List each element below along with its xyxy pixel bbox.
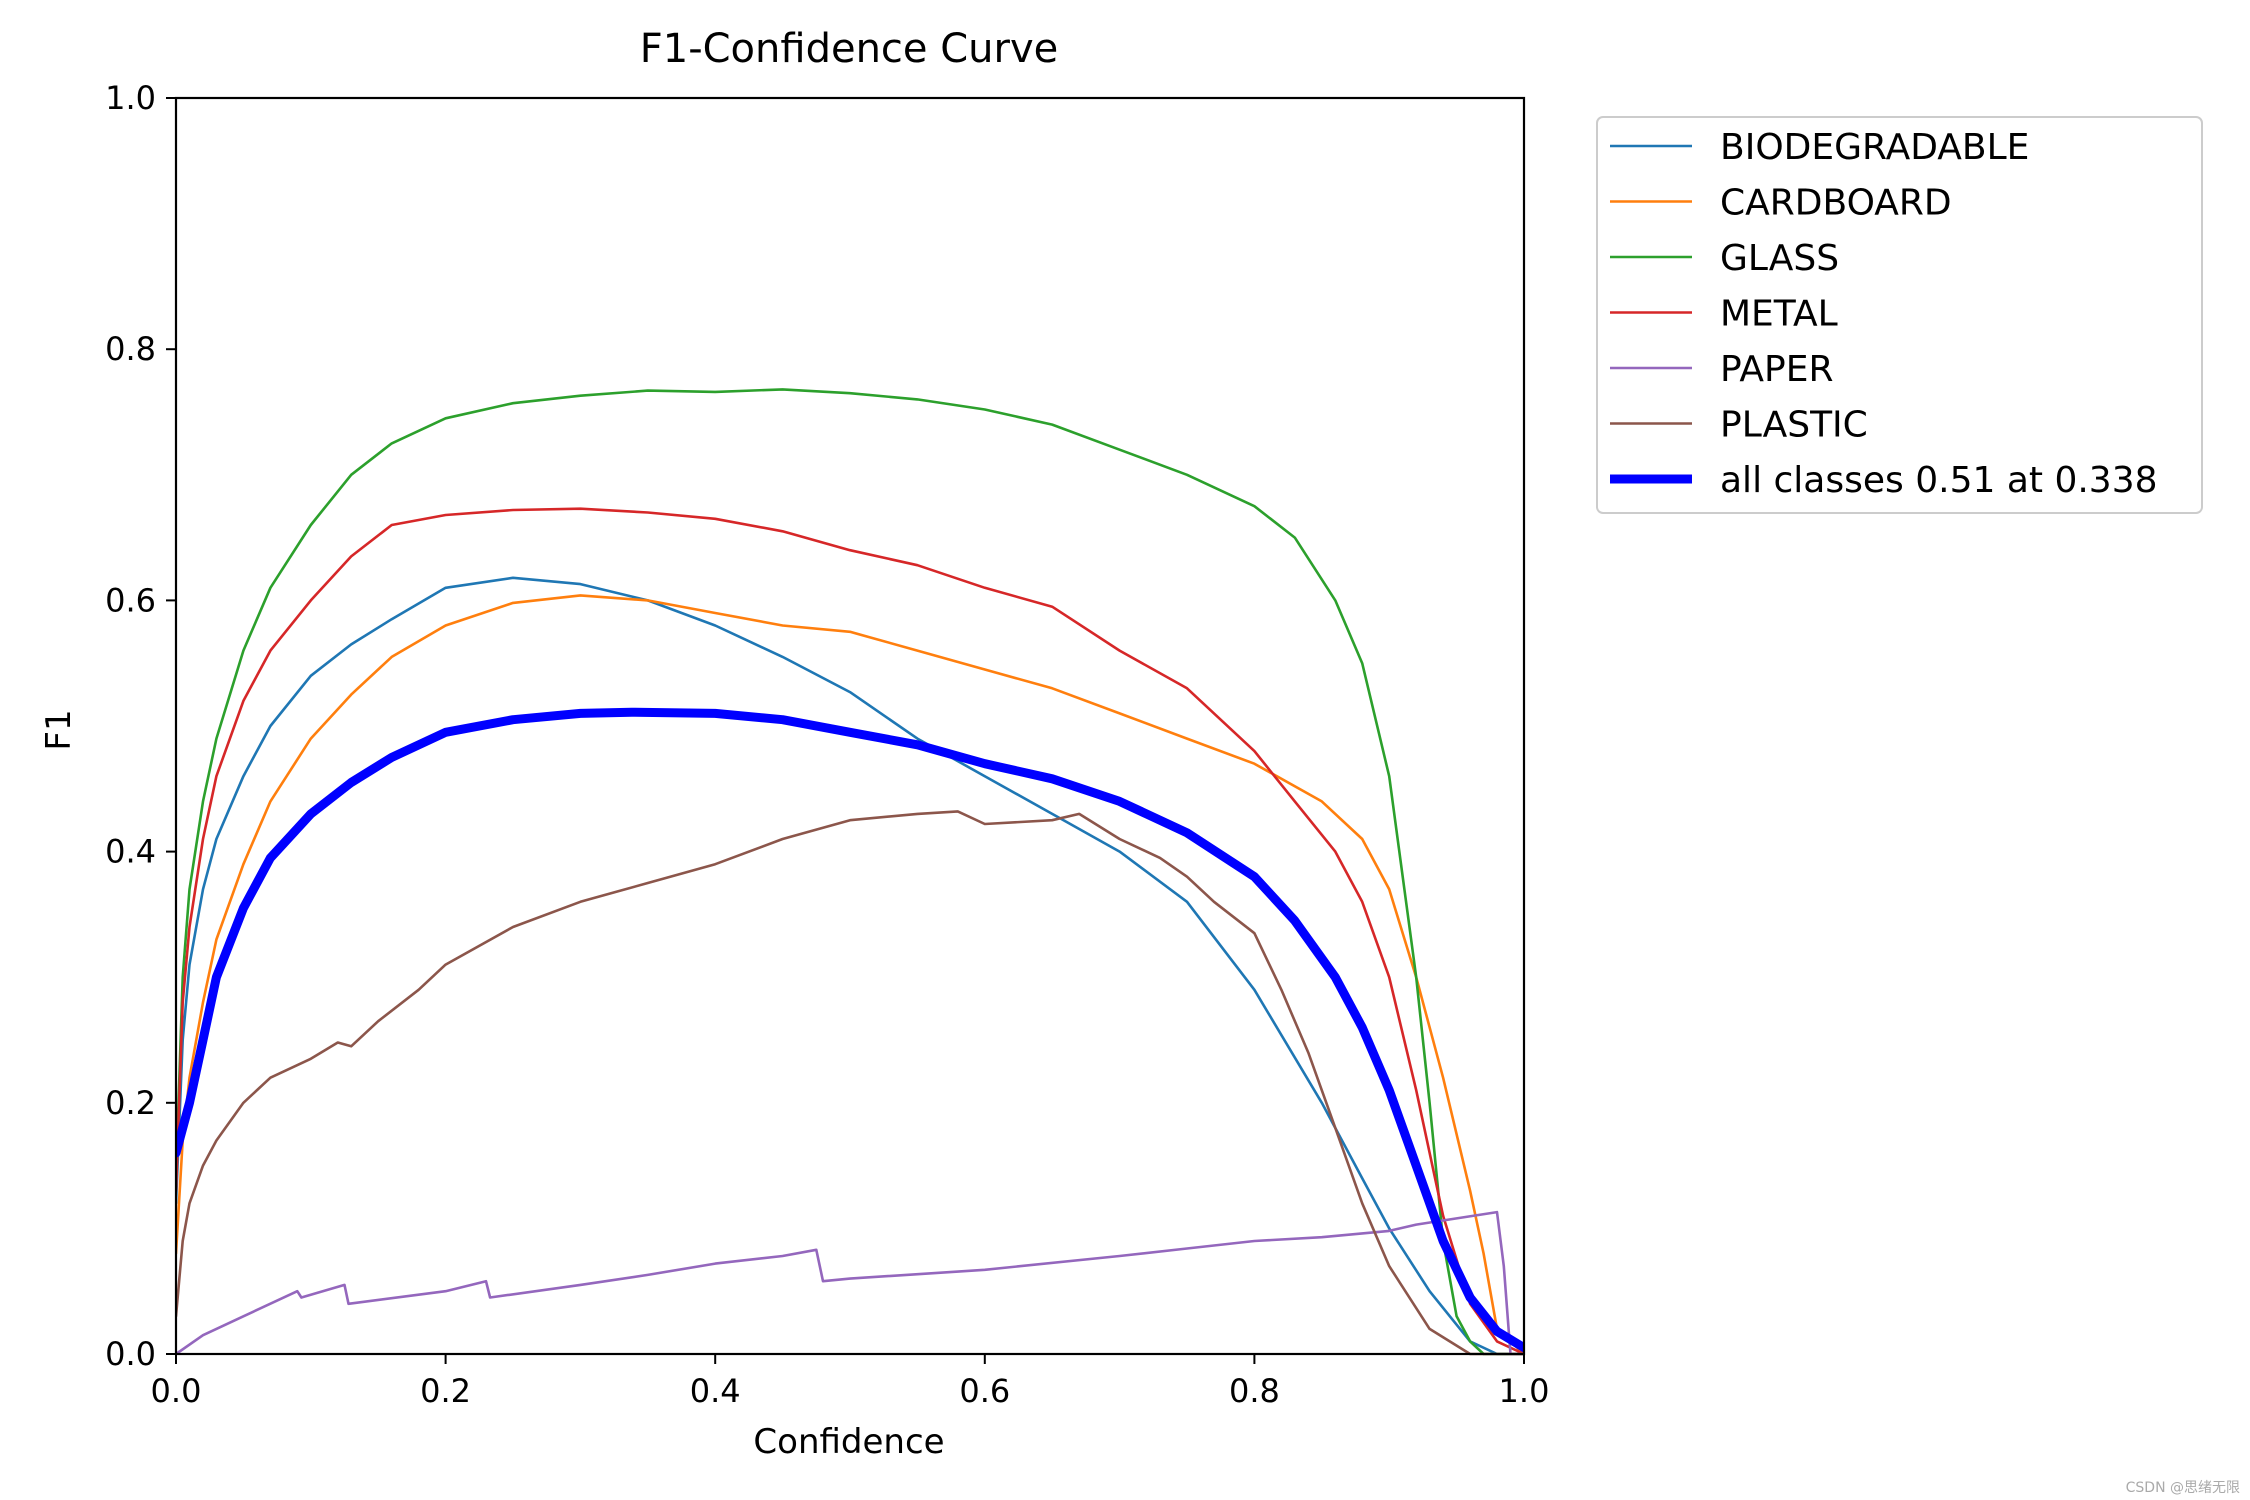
y-axis-label: F1 (39, 709, 79, 750)
y-tick-label: 0.4 (105, 833, 156, 871)
series-line-glass (176, 388, 1524, 1356)
series-line-biodegradable (176, 576, 1524, 1356)
watermark: CSDN @思绪无限 (2126, 1480, 2240, 1496)
y-tick-label: 0.0 (105, 1335, 156, 1373)
x-tick-label: 0.8 (1229, 1372, 1280, 1410)
x-tick-label: 0.6 (959, 1372, 1010, 1410)
series-line-all-classes-0-51-at-0-338 (176, 707, 1524, 1353)
legend: BIODEGRADABLE CARDBOARD GLASS METAL PAPER PLA… (1596, 116, 2203, 514)
plot-area (174, 96, 1526, 1356)
legend-label: CARDBOARD (1720, 183, 1952, 224)
x-tick-label: 0.2 (420, 1372, 471, 1410)
x-tick-label: 0.0 (151, 1372, 202, 1410)
y-tick-label: 1.0 (105, 79, 156, 117)
legend-label: PLASTIC (1720, 405, 1868, 446)
y-tick-label: 0.2 (105, 1084, 156, 1122)
x-tick-label: 1.0 (1499, 1372, 1550, 1410)
y-tick-label: 0.8 (105, 330, 156, 368)
x-axis-ticks: 0.0 0.2 0.4 0.6 0.8 1.0 (151, 1354, 1550, 1410)
legend-label: BIODEGRADABLE (1720, 127, 2029, 168)
series-line-cardboard (176, 594, 1524, 1356)
series-lines (176, 388, 1524, 1356)
series-line-plastic (176, 810, 1524, 1356)
x-tick-label: 0.4 (690, 1372, 741, 1410)
legend-box (1596, 116, 2203, 514)
axes-frame (174, 96, 1526, 1356)
y-tick-label: 0.6 (105, 581, 156, 619)
series-line-metal (176, 507, 1524, 1356)
legend-label: all classes 0.51 at 0.338 (1720, 460, 2158, 501)
x-axis-label: Confidence (753, 1422, 944, 1462)
series-line-paper (176, 1210, 1524, 1356)
chart-title: F1-Confidence Curve (640, 26, 1059, 72)
legend-label: GLASS (1720, 238, 1839, 279)
y-axis-ticks: 0.0 0.2 0.4 0.6 0.8 1.0 (105, 79, 176, 1373)
legend-label: METAL (1720, 294, 1838, 335)
legend-label: PAPER (1720, 349, 1834, 390)
